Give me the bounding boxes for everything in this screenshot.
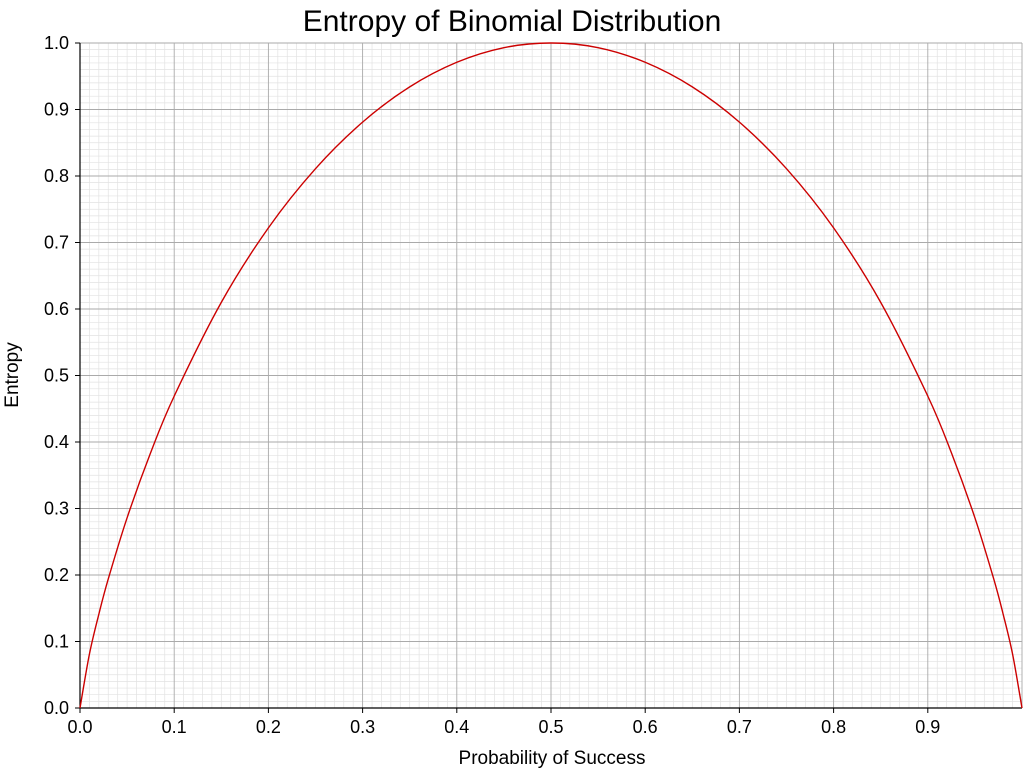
x-tick-label: 0.7 [727, 717, 752, 737]
x-tick-label: 0.2 [256, 717, 281, 737]
x-axis-label: Probability of Success [459, 748, 646, 768]
y-tick-label: 0.4 [44, 432, 69, 452]
x-tick-label: 0.5 [538, 717, 563, 737]
axes [75, 42, 1022, 713]
x-tick-label: 0.3 [350, 717, 375, 737]
y-tick-label: 0.2 [44, 565, 69, 585]
y-tick-label: 0.0 [44, 698, 69, 718]
chart-title: Entropy of Binomial Distribution [303, 5, 722, 38]
x-tick-labels: 0.0 0.1 0.2 0.3 0.4 0.5 0.6 0.7 0.8 0.9 [67, 717, 940, 737]
x-tick-label: 0.9 [915, 717, 940, 737]
y-tick-label: 1.0 [44, 33, 69, 53]
series-line [79, 42, 1023, 709]
y-tick-label: 0.3 [44, 499, 69, 519]
y-tick-label: 0.1 [44, 632, 69, 652]
y-tick-label: 0.9 [44, 100, 69, 120]
y-tick-labels: 0.0 0.1 0.2 0.3 0.4 0.5 0.6 0.7 0.8 0.9 1.0 [44, 33, 69, 718]
x-tick-label: 0.1 [162, 717, 187, 737]
x-tick-label: 0.6 [633, 717, 658, 737]
y-tick-label: 0.6 [44, 299, 69, 319]
series-layer [79, 42, 1023, 709]
x-tick-label: 0.0 [67, 717, 92, 737]
y-axis-label: Entropy [2, 342, 23, 408]
y-tick-label: 0.5 [44, 366, 69, 386]
x-tick-label: 0.8 [821, 717, 846, 737]
y-tick-label: 0.7 [44, 233, 69, 253]
y-tick-label: 0.8 [44, 166, 69, 186]
x-tick-label: 0.4 [444, 717, 469, 737]
